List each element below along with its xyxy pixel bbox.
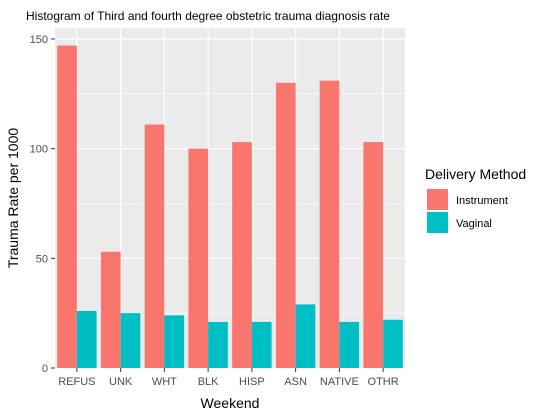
bar-instrument-blk <box>188 148 209 368</box>
legend-label-instrument: Instrument <box>456 195 508 207</box>
bar-vaginal-hisp <box>251 321 272 368</box>
y-tick-label: 0 <box>42 363 48 375</box>
bar-instrument-othr <box>363 142 384 368</box>
bar-vaginal-othr <box>383 319 403 368</box>
bar-instrument-unk <box>100 251 121 368</box>
legend-title: Delivery Method <box>425 166 526 182</box>
bar-vaginal-asn <box>295 304 316 368</box>
bar-instrument-hisp <box>232 142 252 368</box>
y-axis-title: Trauma Rate per 1000 <box>5 128 21 269</box>
x-axis: REFUS UNK WHT BLK HISP ASN NATIVE OTHR <box>58 368 399 388</box>
x-tick-label: WHT <box>152 376 177 388</box>
bar-vaginal-native <box>339 321 360 368</box>
legend-label-vaginal: Vaginal <box>456 218 492 230</box>
legend-key-vaginal <box>427 212 448 233</box>
y-axis: 0 50 100 150 <box>30 34 55 375</box>
legend-items: Instrument Vaginal <box>427 189 508 233</box>
y-tick-label: 50 <box>36 253 48 265</box>
bar-instrument-wht <box>144 124 165 368</box>
bar-vaginal-unk <box>120 313 141 368</box>
bar-instrument-native <box>319 80 340 368</box>
chart-title: Histogram of Third and fourth degree obs… <box>26 9 390 23</box>
x-tick-label: REFUS <box>58 376 95 388</box>
bar-instrument-asn <box>275 82 296 368</box>
bar-vaginal-blk <box>208 321 228 368</box>
x-tick-label: ASN <box>284 376 307 388</box>
bar-vaginal-wht <box>164 315 185 368</box>
y-tick-label: 100 <box>30 144 48 156</box>
x-tick-label: BLK <box>198 376 219 388</box>
x-tick-label: UNK <box>109 376 133 388</box>
bar-instrument-refus <box>57 45 77 368</box>
bar-vaginal-refus <box>76 310 97 368</box>
x-tick-label: NATIVE <box>320 376 359 388</box>
x-axis-title: Weekend <box>201 395 260 411</box>
bars <box>57 45 403 368</box>
x-tick-label: OTHR <box>368 376 399 388</box>
y-tick-label: 150 <box>30 34 48 46</box>
legend-key-instrument <box>427 189 448 210</box>
x-tick-label: HISP <box>239 376 265 388</box>
legend: Delivery Method Instrument Vaginal <box>425 166 526 233</box>
